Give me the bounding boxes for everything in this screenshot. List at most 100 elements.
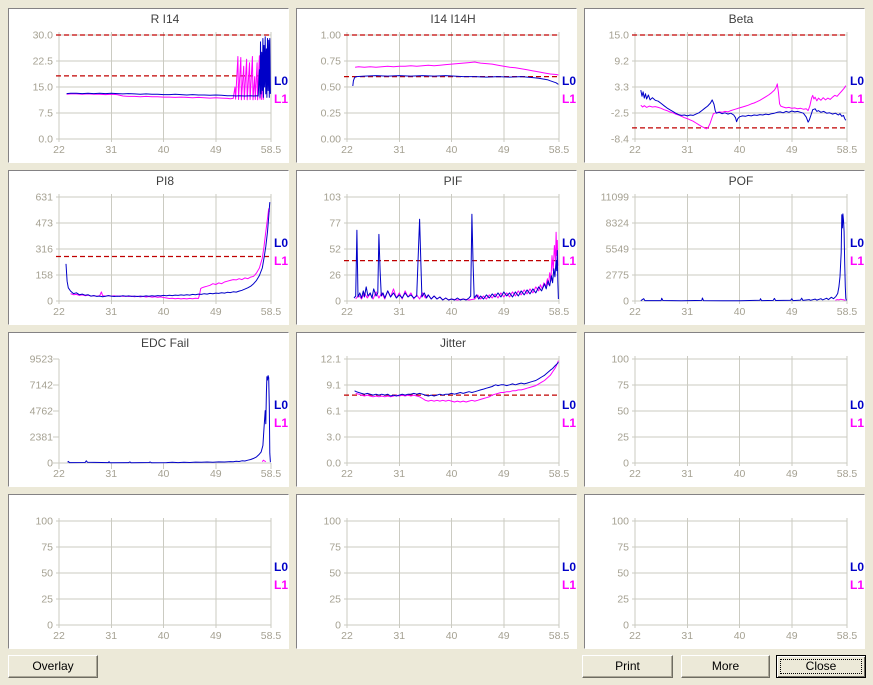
x-axis-tick-label: 58.5 xyxy=(549,468,570,480)
y-axis-tick-label: 8324 xyxy=(606,218,630,230)
x-axis-tick-label: 58.5 xyxy=(549,144,570,156)
x-axis-tick-label: 22 xyxy=(629,630,641,642)
y-axis-tick-label: 0.75 xyxy=(321,56,342,68)
plot-svg: 11099 8324 5549 2775 022 31 40 49 58.5 xyxy=(601,192,858,319)
y-axis-tick-label: 0 xyxy=(335,296,341,308)
legend-l0-label: L0 xyxy=(274,74,289,88)
plot-svg: 631 473 316 158 022 31 40 49 58.5 xyxy=(35,192,282,319)
series-line-l1 xyxy=(70,208,270,300)
x-axis-tick-label: 58.5 xyxy=(837,306,858,318)
x-axis-tick-label: 49 xyxy=(210,630,222,642)
y-axis-tick-label: 7142 xyxy=(30,380,54,392)
x-axis-tick-label: 58.5 xyxy=(261,468,282,480)
x-axis-tick-label: 58.5 xyxy=(837,630,858,642)
y-axis-tick-label: 0.0 xyxy=(326,458,341,470)
x-axis-tick-label: 22 xyxy=(629,306,641,318)
series-line-l1 xyxy=(640,83,847,130)
legend-l0-label: L0 xyxy=(562,236,577,250)
y-axis-tick-label: 100 xyxy=(35,516,53,528)
x-axis-tick-label: 31 xyxy=(393,468,405,480)
y-axis-tick-label: 631 xyxy=(35,192,53,204)
y-axis-tick-label: 1.00 xyxy=(321,30,342,42)
overlay-button[interactable]: Overlay xyxy=(8,655,98,678)
chart-panel-pif: 103 77 52 26 0 22 31 40 49 58.5 PIF L0 L1 xyxy=(296,170,577,325)
x-axis-tick-label: 22 xyxy=(53,306,65,318)
y-axis-tick-label: 0 xyxy=(623,296,629,308)
y-axis-tick-label: 26 xyxy=(329,270,341,282)
series-line-l0 xyxy=(67,375,271,464)
y-axis-tick-label: 3.3 xyxy=(614,82,629,94)
x-axis-tick-label: 31 xyxy=(681,468,693,480)
x-axis-tick-label: 49 xyxy=(210,468,222,480)
x-axis-tick-label: 58.5 xyxy=(261,144,282,156)
x-axis-tick-label: 40 xyxy=(158,306,170,318)
x-axis-tick-label: 31 xyxy=(105,306,117,318)
x-axis-tick-label: 49 xyxy=(498,630,510,642)
x-axis-tick-label: 40 xyxy=(734,468,746,480)
series-line-l0 xyxy=(66,36,271,98)
plot-svg: 100 75 50 25 022 31 40 49 58.5 xyxy=(611,516,858,643)
y-axis-tick-label: 316 xyxy=(35,244,53,256)
x-axis-tick-label: 58.5 xyxy=(261,306,282,318)
chart-title: POF xyxy=(728,174,754,188)
x-axis-tick-label: 40 xyxy=(158,144,170,156)
legend-l0-label: L0 xyxy=(274,236,289,250)
x-axis-tick-label: 49 xyxy=(210,144,222,156)
y-axis-tick-label: 103 xyxy=(323,192,341,204)
close-button[interactable]: Close xyxy=(776,655,866,678)
y-axis-tick-label: 5549 xyxy=(606,244,630,256)
series-line-l1 xyxy=(261,459,267,463)
chart-panel-empty-10: 100 75 50 25 0 22 31 40 49 58.5 L0 L1 xyxy=(296,494,577,649)
y-axis-tick-label: 25 xyxy=(41,594,53,606)
chart-title: Beta xyxy=(728,12,754,26)
y-axis-tick-label: 75 xyxy=(41,542,53,554)
chart-title: EDC Fail xyxy=(140,336,189,350)
legend-l1-label: L1 xyxy=(274,254,289,268)
series-line-l1 xyxy=(355,360,559,403)
more-button[interactable]: More xyxy=(681,655,770,678)
y-axis-tick-label: 0 xyxy=(335,620,341,632)
chart-panel-beta: 15.0 9.2 3.3 -2.5 -8.4 22 31 40 49 58.5 Beta L0 L1 xyxy=(584,8,865,163)
x-axis-tick-label: 49 xyxy=(786,630,798,642)
x-axis-tick-label: 31 xyxy=(105,468,117,480)
y-axis-tick-label: 4762 xyxy=(30,406,54,418)
x-axis-tick-label: 49 xyxy=(786,306,798,318)
x-axis-tick-label: 49 xyxy=(210,306,222,318)
x-axis-tick-label: 31 xyxy=(393,144,405,156)
x-axis-tick-label: 40 xyxy=(158,630,170,642)
series-line-l0 xyxy=(640,213,847,302)
x-axis-tick-label: 40 xyxy=(734,306,746,318)
y-axis-tick-label: 25 xyxy=(617,432,629,444)
x-axis-tick-label: 49 xyxy=(786,144,798,156)
x-axis-tick-label: 49 xyxy=(786,468,798,480)
y-axis-tick-label: 15.0 xyxy=(609,30,630,42)
legend-l1-label: L1 xyxy=(274,416,289,430)
x-axis-tick-label: 40 xyxy=(734,630,746,642)
y-axis-tick-label: 50 xyxy=(617,406,629,418)
x-axis-tick-label: 40 xyxy=(446,630,458,642)
y-axis-tick-label: 0.25 xyxy=(321,108,342,120)
y-axis-tick-label: 2381 xyxy=(30,432,54,444)
plot-svg: 15.0 9.2 3.3 -2.5 -8.422 31 40 49 58.5 xyxy=(609,30,858,157)
series-line-l0 xyxy=(65,202,271,298)
legend-l1-label: L1 xyxy=(274,578,289,592)
y-axis-tick-label: 25 xyxy=(617,594,629,606)
y-axis-tick-label: -8.4 xyxy=(611,134,629,146)
print-button[interactable]: Print xyxy=(582,655,673,678)
y-axis-tick-label: 50 xyxy=(617,568,629,580)
series-line-l1 xyxy=(355,61,559,76)
plot-svg: 103 77 52 26 022 31 40 49 58.5 xyxy=(323,192,569,319)
chart-panel-pof: 11099 8324 5549 2775 0 22 31 40 49 58.5 POF L0 L1 xyxy=(584,170,865,325)
x-axis-tick-label: 40 xyxy=(446,144,458,156)
plot-svg: 100 75 50 25 022 31 40 49 58.5 xyxy=(35,516,281,643)
y-axis-tick-label: 0 xyxy=(47,620,53,632)
legend-l1-label: L1 xyxy=(850,578,865,592)
chart-grid: 30.0 22.5 15.0 7.5 0.0 22 31 40 49 58.5 R I14 L0 L1 1… xyxy=(8,8,865,649)
y-axis-tick-label: 75 xyxy=(617,380,629,392)
y-axis-tick-label: 6.1 xyxy=(326,406,341,418)
x-axis-tick-label: 40 xyxy=(446,468,458,480)
legend-l0-label: L0 xyxy=(850,236,865,250)
x-axis-tick-label: 22 xyxy=(341,306,353,318)
